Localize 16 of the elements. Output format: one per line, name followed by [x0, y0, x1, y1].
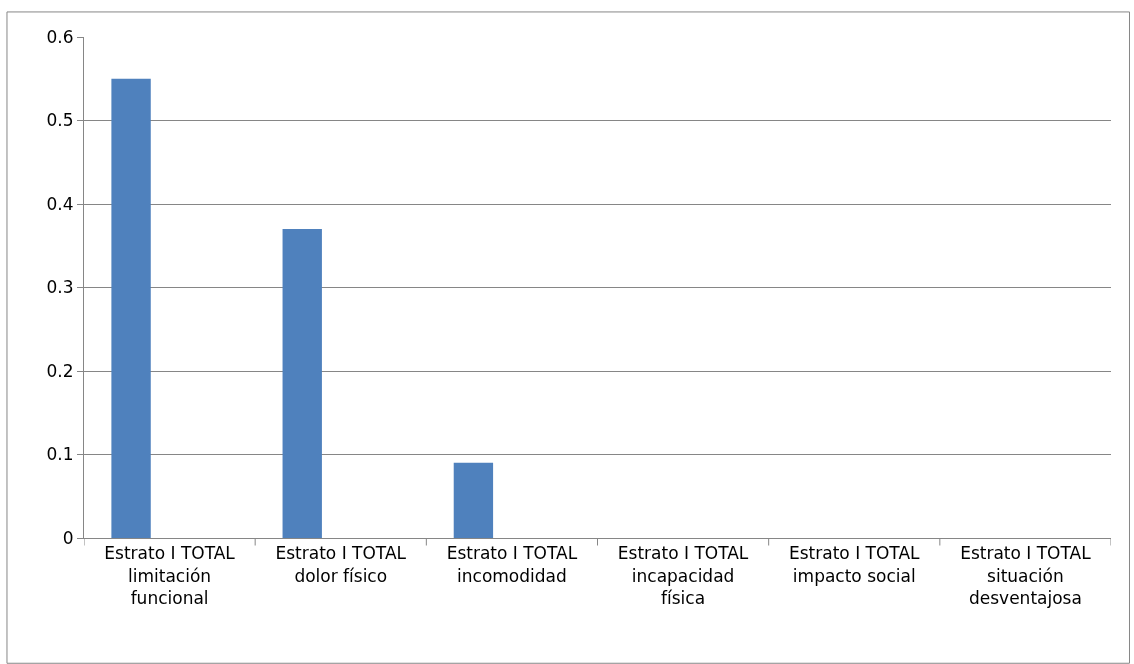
y-tick-label: 0.2 — [46, 360, 74, 381]
y-tick-label: 0.4 — [46, 193, 74, 214]
x-tick-label: Estrato I TOTAL incomodidad — [446, 543, 578, 586]
bar — [453, 462, 494, 538]
bar — [282, 229, 322, 538]
x-tick-label: Estrato I TOTAL situación desventajosa — [960, 543, 1092, 608]
x-tick-label: Estrato I TOTAL limitación funcional — [104, 543, 236, 608]
y-tick-label: 0.5 — [46, 110, 74, 131]
y-tick-label: 0.1 — [46, 444, 74, 465]
x-tick-label: Estrato I TOTAL incapacidad física — [617, 543, 749, 608]
x-tick-label: Estrato I TOTAL dolor físico — [275, 543, 407, 586]
x-tick-label: Estrato I TOTAL impacto social — [789, 543, 921, 586]
y-tick-label: 0.6 — [46, 26, 74, 47]
y-tick-label: 0 — [62, 527, 74, 548]
bar — [111, 78, 151, 538]
y-tick-label: 0.3 — [46, 277, 74, 298]
